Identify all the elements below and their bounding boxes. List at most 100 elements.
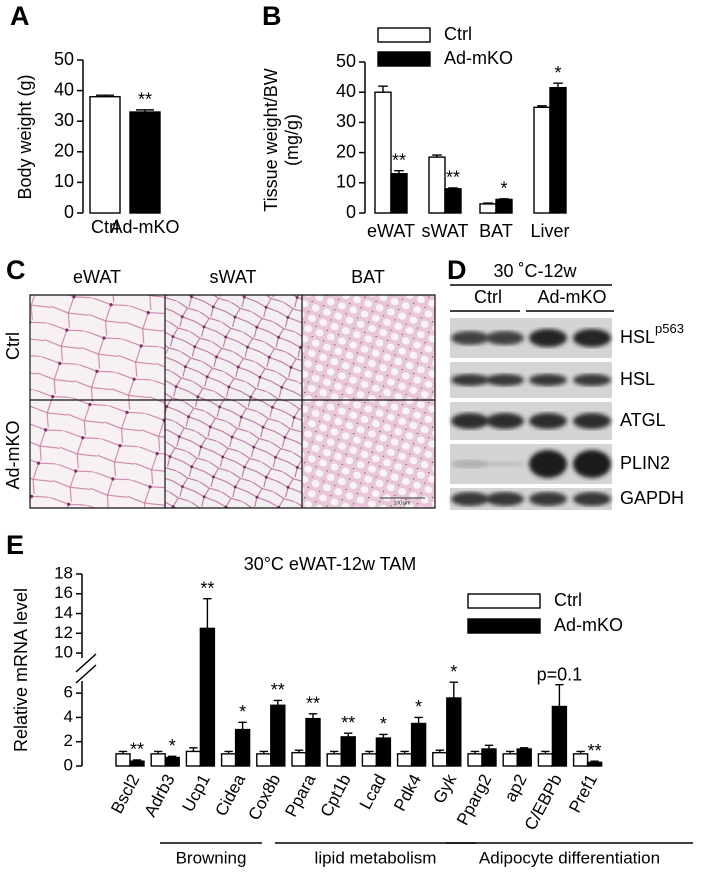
condition-label: 30 ˚C-12w	[493, 261, 577, 281]
legend-swatch	[467, 593, 541, 609]
bar	[115, 753, 131, 767]
y-tick-label: 14	[54, 603, 73, 622]
y-tick-label: 10	[54, 171, 74, 191]
protein-name: ATGL	[620, 410, 666, 430]
panel-label: D	[447, 255, 467, 285]
significance: **	[130, 740, 144, 760]
error-bar	[118, 750, 128, 754]
significance: **	[588, 741, 602, 761]
significance: *	[380, 714, 387, 734]
column-label: sWAT	[210, 267, 257, 287]
error-bar	[432, 154, 442, 158]
x-tick-label: Adrb3	[141, 771, 179, 820]
bar	[234, 728, 251, 767]
error-bar	[378, 85, 388, 93]
significance: *	[415, 697, 422, 717]
bar	[549, 86, 567, 214]
error-bar	[590, 760, 599, 763]
error-bar	[189, 747, 198, 752]
error-bar	[308, 713, 318, 719]
x-tick-label: Liver	[530, 221, 569, 241]
blot-band	[486, 374, 524, 386]
bar	[361, 753, 378, 767]
blot-band	[529, 413, 567, 429]
bar	[410, 722, 427, 767]
error-bar	[273, 699, 282, 706]
error-bar	[154, 750, 163, 754]
y-tick-label: 30	[336, 111, 356, 131]
y-axis-label: Body weight (g)	[15, 74, 35, 199]
group-label: Adipocyte differentiation	[479, 848, 660, 867]
significance: **	[341, 713, 355, 733]
x-tick-label: Ctrl	[91, 217, 119, 237]
micrograph	[30, 400, 165, 508]
error-bar	[414, 716, 423, 724]
panel-label: E	[6, 530, 24, 560]
error-bar	[400, 750, 409, 754]
bar	[340, 736, 356, 767]
x-tick-label: sWAT	[422, 221, 469, 241]
bar	[199, 627, 216, 767]
x-tick-label: Bscl2	[107, 771, 143, 817]
y-tick-label: 10	[54, 643, 73, 662]
bar	[270, 704, 286, 767]
x-tick-label: ap2	[501, 771, 531, 805]
bar	[164, 756, 180, 767]
bar	[256, 753, 272, 767]
blot-band	[486, 492, 524, 506]
error-bar	[483, 202, 493, 204]
protein-name: HSL	[620, 327, 655, 347]
legend-swatch	[467, 618, 541, 634]
blot-band	[573, 329, 611, 347]
error-bar	[136, 109, 154, 113]
y-tick-label: 30	[54, 110, 74, 130]
blot-band	[486, 331, 524, 345]
group-label: Browning	[176, 848, 247, 867]
bar	[220, 753, 237, 767]
error-bar	[259, 750, 268, 754]
error-bar	[537, 105, 547, 108]
blot-band	[529, 329, 567, 347]
bar	[551, 705, 568, 767]
bar	[390, 173, 408, 214]
y-tick-label: 12	[54, 623, 73, 642]
axis-break	[75, 653, 97, 673]
protein-name: GAPDH	[620, 488, 684, 508]
bar	[502, 753, 518, 767]
protein-label: HSLp563	[620, 321, 684, 346]
bar	[533, 106, 551, 214]
bar	[129, 760, 145, 767]
y-tick-label: 0	[64, 202, 74, 222]
x-tick-label: BAT	[479, 221, 513, 241]
error-bar	[435, 749, 444, 753]
bar	[396, 753, 413, 767]
legend-label: Ctrl	[444, 24, 472, 44]
group-label: Ad-mKO	[537, 287, 606, 307]
bar	[150, 753, 166, 767]
micrograph	[302, 400, 435, 508]
x-tick-label: Cpt1b	[317, 771, 355, 820]
blot-band	[451, 460, 489, 468]
y-tick-label: 6	[64, 683, 73, 702]
y-tick-label: 50	[54, 49, 74, 69]
micrograph	[165, 400, 302, 508]
blot-band	[451, 374, 489, 386]
column-label: eWAT	[73, 267, 121, 287]
significance: **	[200, 578, 214, 598]
blot-band	[529, 450, 567, 478]
x-tick-label: Gyk	[429, 771, 460, 807]
error-bar	[506, 750, 515, 754]
blot-band	[486, 413, 524, 429]
micrograph	[30, 295, 165, 400]
error-bar	[470, 750, 480, 754]
error-bar	[168, 755, 177, 758]
y-tick-label: 18	[54, 563, 73, 582]
bar	[291, 751, 307, 767]
error-bar	[344, 732, 353, 737]
axis-break	[75, 664, 97, 684]
chart-title: 30°C eWAT-12w TAM	[244, 554, 417, 574]
significance: *	[500, 179, 507, 199]
group-label: Ctrl	[474, 287, 502, 307]
significance: *	[169, 736, 176, 756]
